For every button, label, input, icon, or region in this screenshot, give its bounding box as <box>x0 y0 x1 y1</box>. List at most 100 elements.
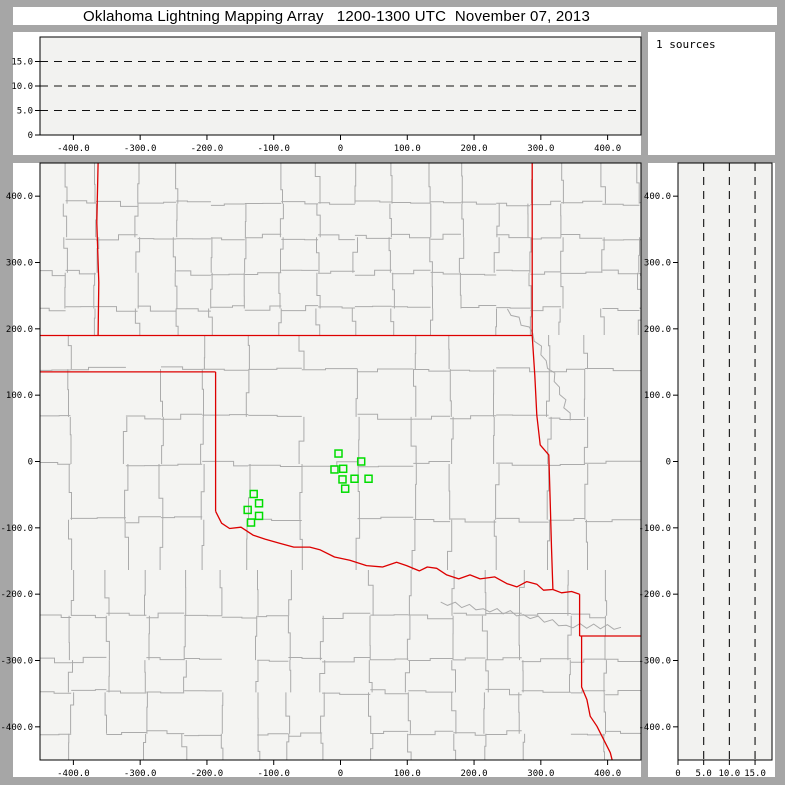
y-tick-label: 300.0 <box>6 259 33 269</box>
county-boundary <box>255 660 259 693</box>
altitude-vs-northsouth-plot[interactable]: 0 5.0 10.0 15.0 400.0 300.0 200.0 100.0 0 -100.0 -… <box>638 162 775 779</box>
lma-station-marker <box>356 457 366 466</box>
x-tick-label: 200.0 <box>461 769 488 779</box>
y-tick-label: -100.0 <box>638 524 671 534</box>
county-boundary <box>71 656 107 664</box>
county-boundary <box>583 335 588 370</box>
county-boundary <box>548 417 585 420</box>
lma-station-marker <box>334 449 343 458</box>
county-boundary <box>603 733 605 760</box>
county-boundary <box>450 415 497 420</box>
source-count-label: 1 sources <box>656 38 716 51</box>
state-border <box>552 588 580 595</box>
county-boundary <box>248 414 302 417</box>
county-boundary <box>453 657 486 661</box>
county-boundary <box>570 733 606 736</box>
county-boundary <box>137 163 140 204</box>
county-boundary <box>459 272 462 309</box>
y-tick-label: -400.0 <box>0 723 33 733</box>
county-boundary <box>453 612 486 616</box>
county-boundary <box>602 203 640 206</box>
county-boundary <box>584 464 589 520</box>
county-boundary <box>548 518 585 521</box>
county-boundary <box>210 272 213 309</box>
state-border <box>580 636 613 760</box>
county-boundary <box>355 519 361 570</box>
county-boundary <box>546 369 550 417</box>
county-boundary <box>322 657 371 663</box>
county-boundary <box>570 613 606 619</box>
lma-station-marker <box>330 465 339 474</box>
county-boundary <box>301 368 358 371</box>
county-boundary <box>602 308 640 311</box>
y-tick-label: -200.0 <box>0 590 33 600</box>
county-boundary <box>288 732 323 737</box>
county-boundary <box>316 203 321 238</box>
county-boundary <box>451 416 454 464</box>
county-boundary <box>585 519 588 570</box>
y-tick-label: -200.0 <box>638 590 671 600</box>
county-boundary <box>391 233 431 239</box>
county-boundary <box>529 237 532 273</box>
county-boundary <box>415 464 417 520</box>
county-boundary <box>244 237 247 273</box>
county-boundary <box>257 659 289 662</box>
county-boundary <box>96 200 138 207</box>
county-boundary <box>221 616 258 619</box>
county-boundary <box>521 613 571 616</box>
county-boundary <box>448 464 451 520</box>
county-boundary <box>370 730 409 734</box>
county-boundary <box>548 464 585 466</box>
county-boundary <box>172 237 176 273</box>
county-boundary <box>137 201 177 204</box>
county-boundary <box>391 269 431 275</box>
x-tick-label: 100.0 <box>394 144 421 154</box>
county-boundary <box>70 692 75 734</box>
x-tick-label: 5.0 <box>696 769 712 779</box>
x-tick-label: 400.0 <box>594 144 621 154</box>
plan-view-map-plot[interactable]: -400.0 -300.0 -200.0 -100.0 0 100.0 200.0 300.0… <box>0 162 642 779</box>
county-boundary <box>355 369 358 417</box>
county-boundary <box>220 733 224 760</box>
county-boundary <box>496 203 500 238</box>
county-boundary <box>530 306 561 312</box>
lma-station-marker <box>350 474 359 483</box>
altitude-vs-eastwest-plot[interactable]: -400.0 -300.0 -200.0 -100.0 0 100.0 200.0 300.0… <box>11 32 642 155</box>
county-boundary <box>561 200 603 204</box>
map-layer <box>40 163 641 760</box>
county-boundary <box>602 269 640 275</box>
county-boundary <box>451 692 457 734</box>
county-boundary <box>210 237 213 273</box>
lma-station-marker <box>338 475 347 484</box>
county-boundary <box>484 570 487 616</box>
x-tick-label: 300.0 <box>527 769 554 779</box>
x-tick-label: 300.0 <box>527 144 554 154</box>
county-boundary <box>585 368 641 372</box>
lma-station-marker <box>246 518 256 527</box>
y-tick-label: 15.0 <box>11 58 33 68</box>
county-boundary <box>299 519 303 570</box>
county-boundary <box>530 271 561 275</box>
y-tick-label: -300.0 <box>638 657 671 667</box>
county-boundary <box>600 163 606 204</box>
county-boundary <box>483 692 485 734</box>
county-boundary <box>135 237 141 273</box>
x-tick-label: 0 <box>338 769 343 779</box>
county-boundary <box>134 308 141 335</box>
x-tick-label: 15.0 <box>744 769 766 779</box>
county-boundary <box>453 732 486 736</box>
county-boundary <box>174 272 178 309</box>
county-boundary <box>548 368 585 373</box>
county-boundary <box>408 614 454 620</box>
county-boundary <box>605 690 641 696</box>
county-boundary <box>637 272 641 290</box>
county-boundary <box>638 237 640 273</box>
county-boundary <box>404 660 410 693</box>
y-tick-label: 100.0 <box>644 391 671 401</box>
x-tick-label: 200.0 <box>461 144 488 154</box>
x-tick-label: -400.0 <box>57 144 90 154</box>
county-boundary <box>570 658 606 663</box>
county-boundary <box>407 692 411 734</box>
county-boundary <box>318 234 355 241</box>
county-boundary <box>146 657 185 661</box>
